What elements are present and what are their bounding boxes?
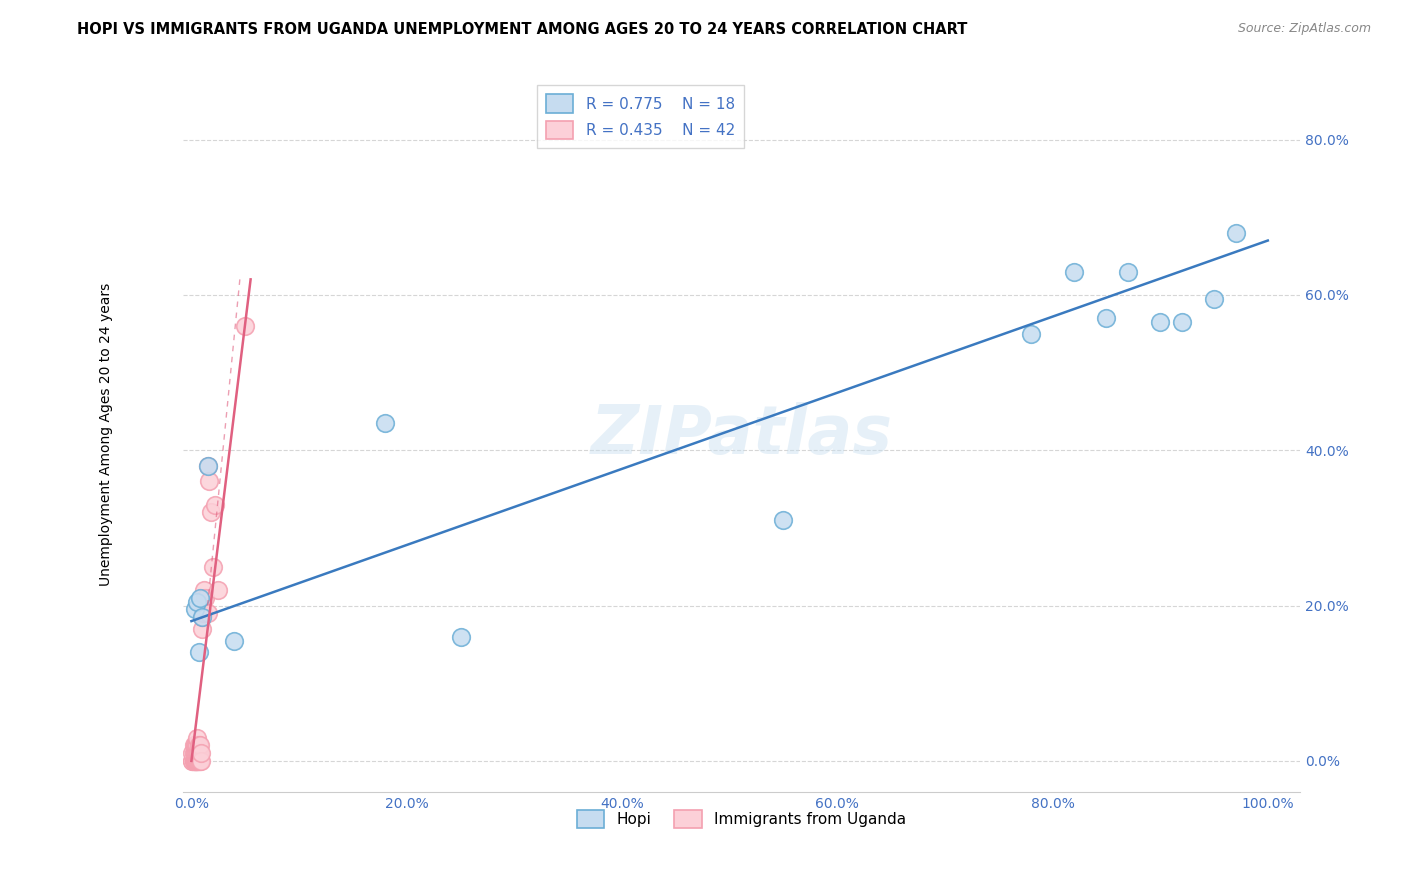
- Point: [188, 754, 211, 768]
- Point: [450, 630, 472, 644]
- Text: Source: ZipAtlas.com: Source: ZipAtlas.com: [1237, 22, 1371, 36]
- Point: [181, 754, 204, 768]
- Point: [181, 746, 204, 760]
- Text: ZIPatlas: ZIPatlas: [591, 401, 893, 467]
- Point: [183, 746, 205, 760]
- Point: [186, 731, 208, 745]
- Point: [194, 591, 217, 605]
- Point: [374, 416, 396, 430]
- Point: [183, 754, 205, 768]
- Point: [181, 754, 204, 768]
- Point: [186, 754, 208, 768]
- Point: [191, 610, 214, 624]
- Point: [201, 559, 224, 574]
- Point: [1225, 226, 1247, 240]
- Text: HOPI VS IMMIGRANTS FROM UGANDA UNEMPLOYMENT AMONG AGES 20 TO 24 YEARS CORRELATIO: HOPI VS IMMIGRANTS FROM UGANDA UNEMPLOYM…: [77, 22, 967, 37]
- Legend: Hopi, Immigrants from Uganda: Hopi, Immigrants from Uganda: [571, 804, 912, 834]
- Point: [188, 739, 211, 753]
- Point: [186, 739, 208, 753]
- Point: [191, 610, 214, 624]
- Point: [197, 607, 219, 621]
- Point: [772, 513, 794, 527]
- Point: [1116, 264, 1139, 278]
- Point: [233, 318, 256, 333]
- Point: [184, 754, 207, 768]
- Point: [1170, 315, 1192, 329]
- Point: [184, 754, 207, 768]
- Point: [1019, 326, 1042, 341]
- Point: [224, 633, 246, 648]
- Point: [183, 754, 205, 768]
- Point: [186, 595, 208, 609]
- Point: [1202, 292, 1225, 306]
- Point: [183, 739, 205, 753]
- Point: [1149, 315, 1171, 329]
- Point: [187, 754, 209, 768]
- Point: [193, 582, 215, 597]
- Point: [188, 591, 211, 605]
- Point: [187, 746, 209, 760]
- Y-axis label: Unemployment Among Ages 20 to 24 years: Unemployment Among Ages 20 to 24 years: [100, 283, 114, 586]
- Point: [186, 754, 208, 768]
- Point: [190, 746, 212, 760]
- Point: [184, 739, 207, 753]
- Point: [207, 582, 229, 597]
- Point: [193, 607, 215, 621]
- Point: [200, 505, 222, 519]
- Point: [188, 739, 211, 753]
- Point: [191, 622, 214, 636]
- Point: [1095, 311, 1118, 326]
- Point: [188, 746, 211, 760]
- Point: [1063, 264, 1085, 278]
- Point: [197, 458, 219, 473]
- Point: [188, 754, 211, 768]
- Point: [188, 645, 211, 659]
- Point: [183, 754, 205, 768]
- Point: [184, 746, 207, 760]
- Point: [183, 754, 205, 768]
- Point: [186, 746, 208, 760]
- Point: [190, 754, 212, 768]
- Point: [183, 602, 205, 616]
- Point: [197, 458, 219, 473]
- Point: [197, 475, 219, 489]
- Point: [204, 498, 226, 512]
- Point: [183, 746, 205, 760]
- Point: [183, 739, 205, 753]
